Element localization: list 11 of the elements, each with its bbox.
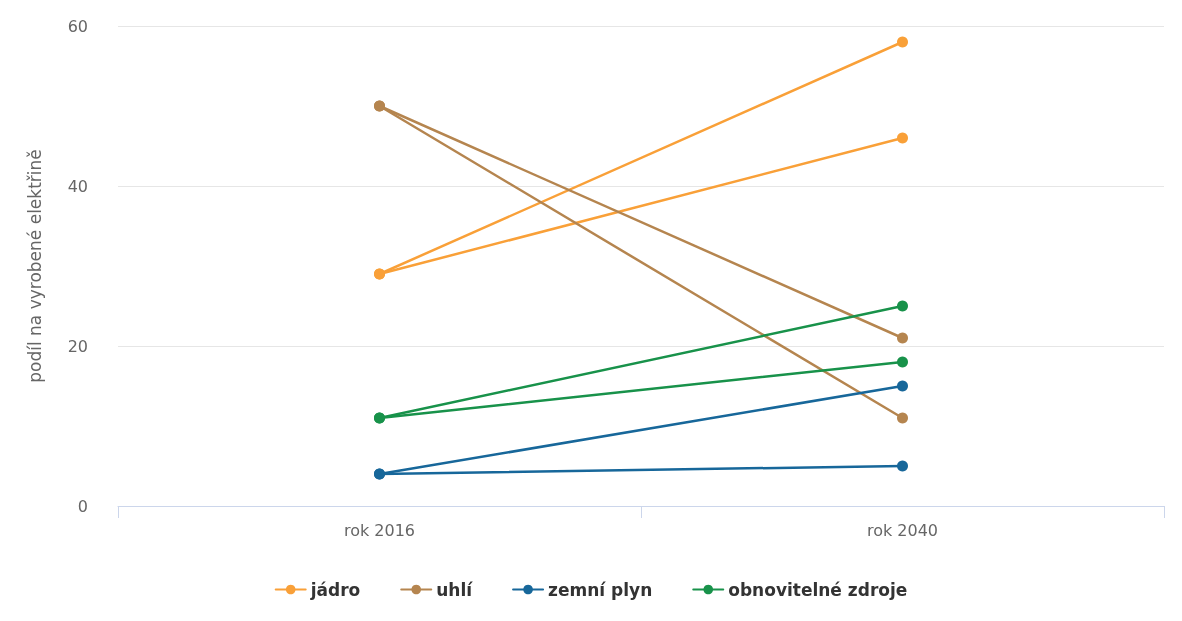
x-tick-label: rok 2040	[866, 520, 939, 540]
y-tick-label: 0	[77, 496, 88, 516]
legend-label: uhlí	[436, 579, 474, 600]
y-tick-label: 20	[67, 336, 88, 356]
y-tick-label: 40	[67, 176, 88, 196]
legend-label: obnovitelné zdroje	[728, 579, 908, 600]
legend-label: jádro	[309, 579, 361, 600]
y-axis-title: podíl na vyrobené elektřině	[24, 149, 45, 383]
y-tick-label: 60	[67, 16, 88, 36]
x-tick-label: rok 2016	[343, 520, 416, 540]
legend-label: zemní plyn	[548, 579, 653, 600]
